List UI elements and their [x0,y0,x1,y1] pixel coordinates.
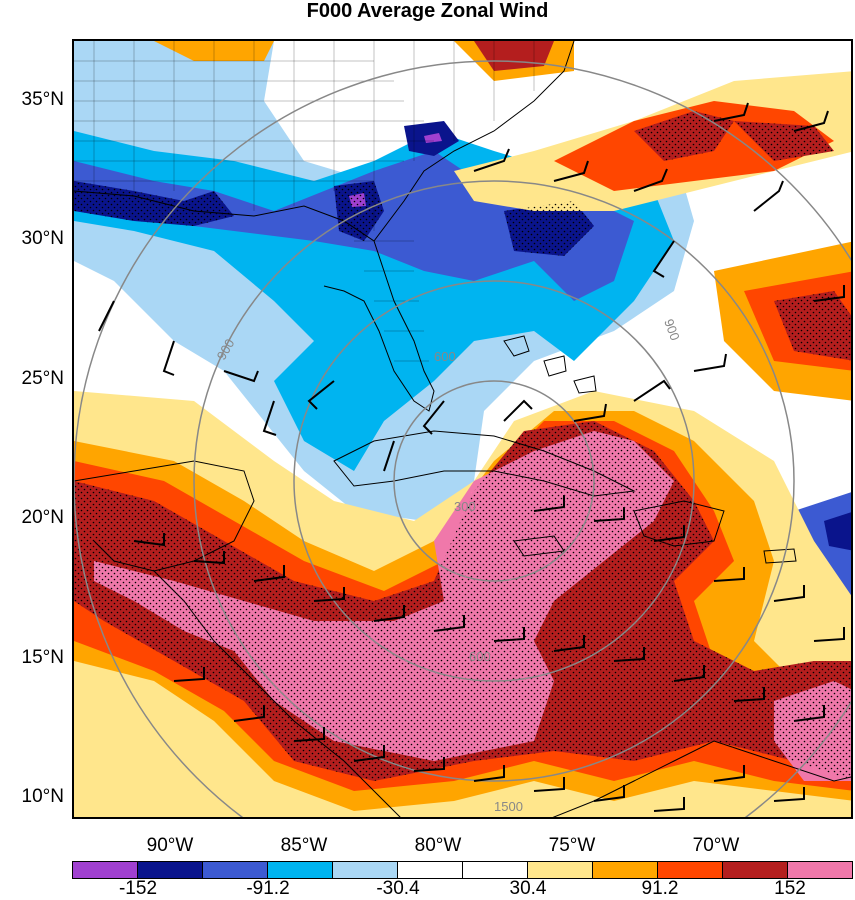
wind-barbs [98,102,845,812]
colorbar-swatch-11 [788,862,852,878]
colorbar-label-neg91: -91.2 [246,878,290,899]
us-southeast-coast [74,41,575,412]
lat-label-20n: 20°N [21,507,64,528]
colorbar-swatch-1 [138,862,203,878]
colorbar-swatch-0 [73,862,138,878]
colorbar-label-neg30: -30.4 [376,878,420,899]
colorbar-label-152: 152 [774,878,806,899]
lat-label-25n: 25°N [21,368,64,389]
stipple-south [74,421,851,781]
lat-label-30n: 30°N [21,228,64,249]
lon-label-70w: 70°W [692,835,740,856]
cuba-outline [333,430,636,497]
bahamas-outline [503,335,597,394]
stipple-northeast [634,111,834,161]
stipple-east [774,291,851,361]
lat-label-35n: 35°N [21,89,64,110]
contour-label-600-south: 600 [469,649,491,664]
colorbar [72,861,853,879]
range-ring-300 [393,380,595,582]
range-ring-600 [293,280,695,682]
lat-label-10n: 10°N [21,786,64,807]
lon-label-90w: 90°W [146,835,194,856]
range-ring-900 [193,180,795,782]
stipple-negative [74,181,594,256]
lon-label-80w: 80°W [414,835,462,856]
coastlines [74,41,851,817]
hispaniola-outline [633,500,725,547]
colorbar-swatch-5 [398,862,463,878]
contour-label-900-east: 900 [661,317,683,343]
map-panel: 300 600 900 900 600 1500 [72,39,853,819]
colorbar-swatch-8 [593,862,658,878]
jamaica-outline [513,535,565,557]
positive-wind-shading [74,41,851,817]
range-rings [74,60,851,817]
range-ring-1500 [74,60,851,817]
lon-label-85w: 85°W [280,835,328,856]
colorbar-label-30: 30.4 [509,878,547,899]
colorbar-swatch-6 [463,862,528,878]
chart-title: F000 Average Zonal Wind [306,0,549,22]
yucatan-outline [74,460,255,572]
lat-label-15n: 15°N [21,647,64,668]
lon-label-75w: 75°W [548,835,596,856]
puerto-rico-outline [763,548,797,564]
county-borders [74,41,535,362]
colorbar-swatch-9 [658,862,723,878]
contour-labels: 300 600 900 900 600 1500 [214,317,683,814]
colorbar-swatch-2 [203,862,268,878]
map-canvas: 300 600 900 900 600 1500 [74,41,851,817]
colorbar-label-91: 91.2 [641,878,679,899]
colorbar-label-neg152: -152 [118,878,158,899]
colorbar-swatch-3 [268,862,333,878]
central-america-outline [153,570,401,817]
colorbar-swatch-4 [333,862,398,878]
contour-label-300: 300 [454,499,476,514]
extreme-negative-spot-2 [424,133,442,143]
colorbar-swatch-10 [723,862,788,878]
south-america-outline [552,740,851,817]
contour-label-1500: 1500 [494,799,523,814]
east-negative-core [824,512,851,551]
colorbar-swatch-7 [528,862,593,878]
contour-label-600: 600 [434,349,456,364]
